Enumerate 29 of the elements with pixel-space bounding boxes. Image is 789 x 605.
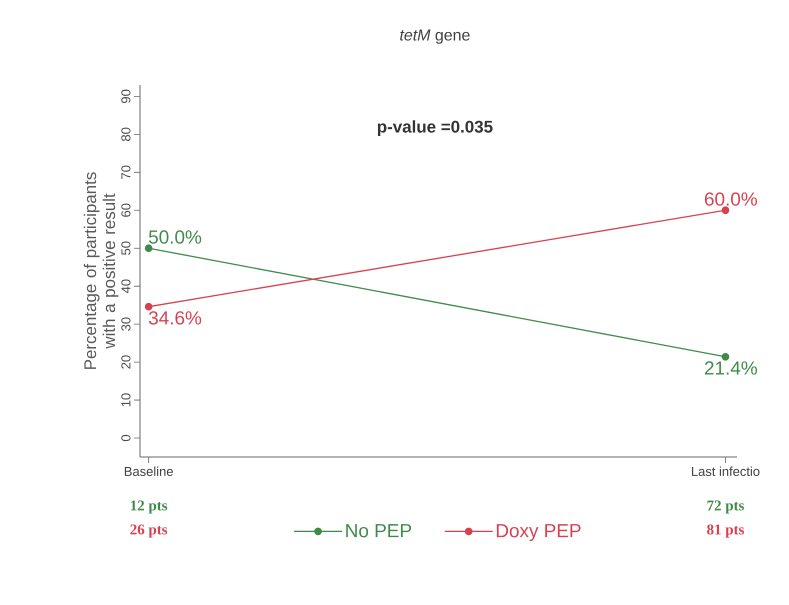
y-tick-label: 20 (121, 355, 130, 369)
point (144, 302, 152, 311)
y-tick-label: 70 (121, 166, 130, 179)
y-tick-label: 30 (121, 317, 130, 331)
data-label: 60.0% (704, 192, 757, 206)
x-tick-label: Baseline (124, 466, 173, 476)
chart-title: tetM gene (400, 29, 470, 44)
data-label: 21.4% (704, 361, 757, 375)
legend-label: No PEP (346, 524, 412, 538)
text: 12 pts (130, 500, 168, 514)
legend-label: Doxy PEP (496, 524, 581, 542)
data-label: 34.6% (148, 311, 202, 325)
y-tick-label: 60 (121, 204, 130, 217)
y-tick-label: 50 (121, 242, 130, 255)
text: 26 pts (130, 524, 168, 538)
text: 81 pts (707, 524, 744, 538)
y-tick-label: 90 (121, 90, 130, 103)
text: p-value =0.035 (378, 120, 493, 136)
y-tick-label: 40 (121, 279, 130, 294)
text: 72 pts (707, 500, 744, 514)
y-tick-label: 0 (121, 434, 130, 442)
y-tick-label: 80 (121, 128, 130, 141)
y-axis-title: Percentage of participants with a positive result (84, 172, 118, 369)
data-label: 50.0% (148, 230, 202, 244)
point (722, 206, 730, 214)
point (144, 244, 152, 252)
x-tick-label: Last infectio (692, 466, 760, 476)
y-tick-label: 10 (121, 393, 130, 406)
point (722, 352, 730, 361)
